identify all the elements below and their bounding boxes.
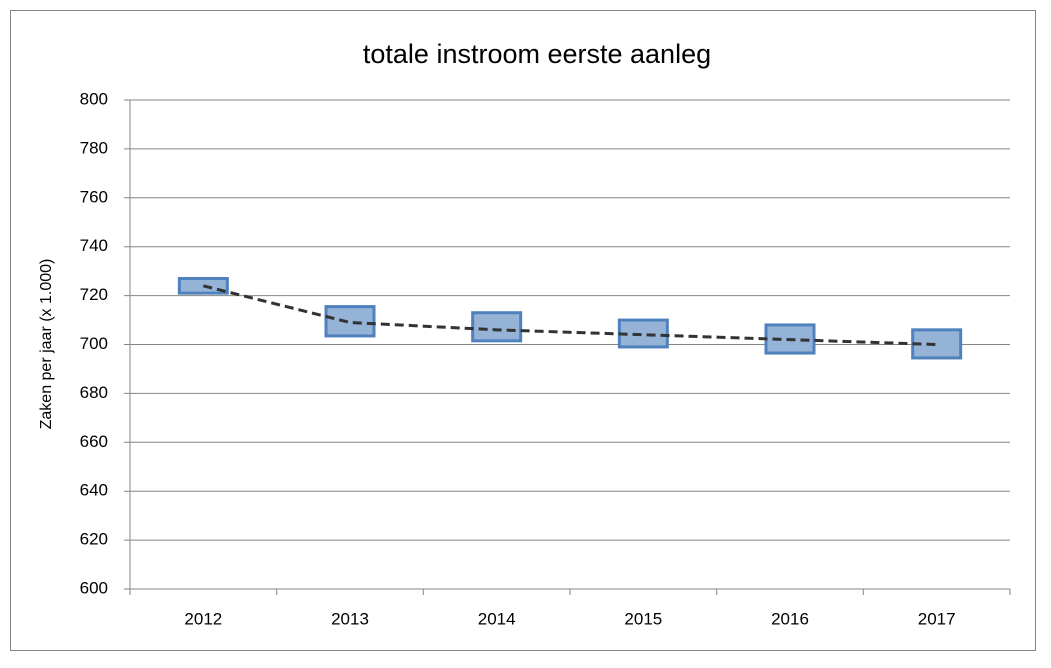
- y-tick-label: 740: [80, 236, 108, 255]
- y-tick-label: 640: [80, 481, 108, 500]
- x-tick-label: 2012: [184, 609, 222, 628]
- y-tick-label: 620: [80, 530, 108, 549]
- x-tick-label: 2016: [771, 609, 809, 628]
- x-tick-label: 2017: [918, 609, 956, 628]
- range-box: [471, 311, 523, 343]
- trend-line: [202, 284, 937, 346]
- y-tick-label: 660: [80, 432, 108, 451]
- y-tick-label: 720: [80, 285, 108, 304]
- range-box: [177, 276, 229, 295]
- x-tick-label: 2015: [624, 609, 662, 628]
- y-tick-label: 600: [80, 578, 108, 597]
- x-tick-label: 2014: [478, 609, 516, 628]
- y-tick-label: 700: [80, 334, 108, 353]
- y-tick-label: 780: [80, 138, 108, 157]
- y-tick-label: 760: [80, 187, 108, 206]
- y-tick-label: 800: [80, 89, 108, 108]
- y-axis-label: Zaken per jaar (x 1.000): [38, 259, 55, 430]
- chart-title: totale instroom eerste aanleg: [363, 39, 711, 69]
- y-tick-label: 680: [80, 383, 108, 402]
- range-box: [324, 305, 376, 338]
- x-tick-label: 2013: [331, 609, 369, 628]
